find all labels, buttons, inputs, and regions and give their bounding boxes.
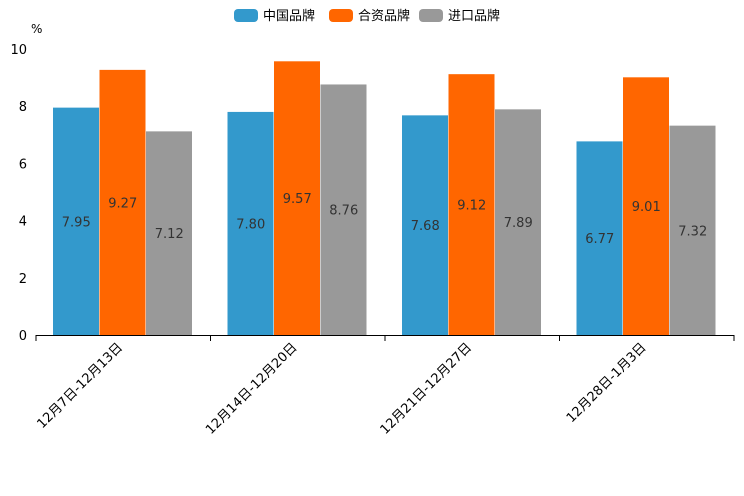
x-tick-label: 12月28日-1月3日: [564, 340, 650, 426]
legend-swatch: [329, 9, 353, 22]
legend: 中国品牌 合资品牌 进口品牌: [234, 8, 500, 24]
y-axis-ticks: 0 2 4 6 8 10: [10, 43, 27, 344]
x-axis: 12月7日-12月13日 12月14日-12月20日 12月21日-12月27日 12…: [34, 335, 735, 438]
bar: [274, 61, 320, 335]
bar: [495, 109, 541, 335]
bar: [99, 69, 146, 336]
data-label: 6.77: [585, 232, 614, 247]
bar: [448, 74, 495, 335]
bar: [576, 141, 623, 335]
y-tick-label: 8: [19, 100, 27, 115]
y-tick-label: 4: [19, 215, 27, 230]
bar: [53, 107, 99, 335]
bar: [669, 125, 716, 335]
bar: [623, 77, 669, 336]
data-label: 7.12: [155, 227, 184, 242]
y-tick-label: 10: [10, 43, 27, 58]
data-label: 7.68: [411, 219, 440, 234]
data-label: 9.57: [283, 192, 312, 207]
legend-swatch: [234, 9, 258, 22]
y-tick-label: 2: [19, 272, 27, 287]
legend-swatch: [419, 9, 443, 22]
legend-label: 中国品牌: [263, 8, 315, 24]
data-label: 9.01: [632, 200, 661, 215]
data-label: 8.76: [329, 204, 358, 219]
data-label: 7.89: [504, 216, 533, 231]
data-label: 9.27: [108, 196, 137, 211]
bars-group: [53, 61, 716, 336]
y-axis-unit-label: %: [31, 22, 42, 36]
x-tick-label: 12月14日-12月20日: [203, 340, 300, 437]
bar: [402, 115, 448, 336]
data-label: 7.32: [678, 224, 707, 239]
y-tick-label: 0: [19, 329, 27, 344]
bar: [227, 111, 274, 335]
legend-label: 合资品牌: [358, 8, 410, 24]
data-label: 7.80: [236, 217, 265, 232]
y-tick-label: 6: [19, 157, 27, 172]
x-tick-label: 12月21日-12月27日: [378, 340, 475, 437]
data-label: 9.12: [457, 199, 486, 214]
bar: [146, 131, 192, 335]
x-tick-label: 12月7日-12月13日: [34, 340, 126, 432]
bar: [320, 84, 367, 336]
data-labels-group: 7.95 9.27 7.12 7.80 9.57 8.76 7.68 9.12 7.89 6.77…: [62, 192, 707, 247]
legend-label: 进口品牌: [448, 8, 500, 24]
data-label: 7.95: [62, 215, 91, 230]
